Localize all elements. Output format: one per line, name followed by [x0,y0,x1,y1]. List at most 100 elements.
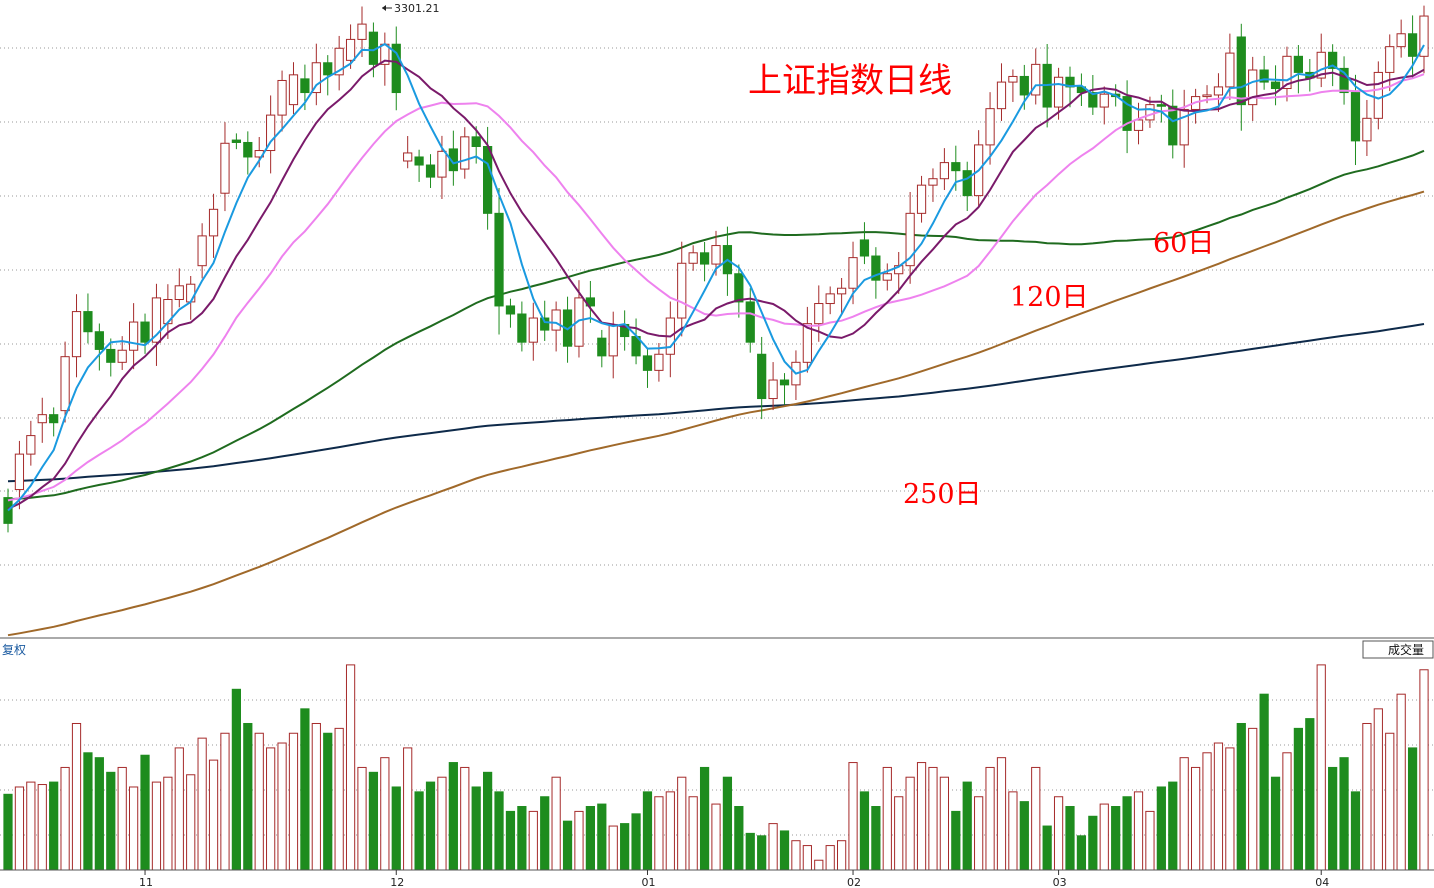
volume-bar [37,784,47,871]
ma120-line [7,190,1425,637]
volume-bar [1156,786,1166,871]
candle-body-up [26,435,36,455]
candle [1282,46,1292,102]
candle [1419,5,1429,74]
volume-bar [1019,801,1029,871]
candle [1076,73,1087,107]
candle-body-down [300,78,310,94]
candle [220,122,230,212]
candle [71,294,82,378]
candle-body-up [277,79,287,116]
volume-bar [71,722,82,871]
volume-bar [14,786,25,871]
volume-bar [1065,806,1075,871]
volume-bar [1259,693,1269,871]
candle [231,133,241,150]
candle-body-up [1385,46,1395,73]
candle [1248,56,1258,121]
volume-bar [1373,708,1383,871]
candle [928,168,938,202]
candle-body-up [825,293,835,305]
volume-bar [1385,732,1395,871]
volume-bar [562,820,573,871]
candle-body-down [94,331,104,350]
candle-body-down [779,379,790,386]
volume-bar [1168,781,1178,871]
candle [197,223,207,279]
candle [1179,89,1189,168]
candle-body-down [1270,81,1281,90]
candle [277,70,287,132]
candle [380,32,390,86]
candlesticks [3,5,1429,533]
volume-bar [882,766,892,871]
volume-bar [928,766,938,871]
candle-body-down [1122,96,1132,131]
candle [1259,55,1269,90]
candle [939,148,949,190]
candle [871,247,881,299]
candle [974,130,984,208]
candle [254,137,264,168]
volume-bar [254,732,264,871]
ma60-label: 60日 [1153,228,1214,259]
candle [962,161,972,212]
candle [448,130,458,186]
volume-bar [186,774,196,871]
candle-body-down [962,170,972,197]
volume-bar [414,791,424,871]
candle-body-down [1156,104,1166,107]
volume-bar [1293,727,1303,871]
candle-body-up [768,379,778,400]
candle-body-up [60,356,70,412]
candle-body-down [49,414,59,424]
candle-body-up [220,142,230,194]
ma250-line [7,323,1425,483]
candle-body-down [951,162,961,172]
volume-bar [871,806,881,871]
candle-body-up [688,252,698,264]
volume-bar [1305,718,1315,871]
volume-bar [311,722,321,871]
volume-bar [654,796,664,871]
candle [129,303,139,370]
volume-bar [505,810,516,871]
candle [1293,45,1303,94]
volume-bar [288,732,299,871]
volume-bar [517,806,527,871]
volume-indicator-box[interactable] [1362,640,1434,659]
volume-bar [837,840,847,871]
candle [345,24,356,69]
candle-body-up [266,114,276,152]
candle [1396,19,1406,58]
candle-body-down [414,156,424,166]
candle [414,149,424,182]
volume-bar [699,766,710,871]
volume-bar [757,835,767,871]
adjusted-price-label[interactable]: 复权 [2,643,26,657]
candle-body-up [1179,108,1189,146]
candle [37,397,47,443]
candle [1236,23,1246,131]
candle-body-up [837,287,847,295]
candle-body-down [859,239,870,257]
volume-bar [437,776,447,871]
candle [1008,69,1018,102]
volume-indicator-label[interactable]: 成交量 [1388,642,1424,657]
volume-bar [471,786,481,871]
candle-body-down [1236,36,1246,106]
month-label: 02 [847,876,861,888]
volume-bar [711,803,721,871]
ma20-line [7,73,1425,502]
candle-body-down [745,301,755,343]
volume-bar [768,823,778,871]
candle-body-up [528,317,538,343]
candle [688,245,698,271]
volume-bar [905,776,915,871]
candle-body-up [208,208,219,237]
volume-bar [197,737,207,871]
candle-body-up [574,297,584,347]
volume-bar [1191,766,1201,871]
candle [1407,15,1418,78]
candle-body-up [1145,104,1155,121]
